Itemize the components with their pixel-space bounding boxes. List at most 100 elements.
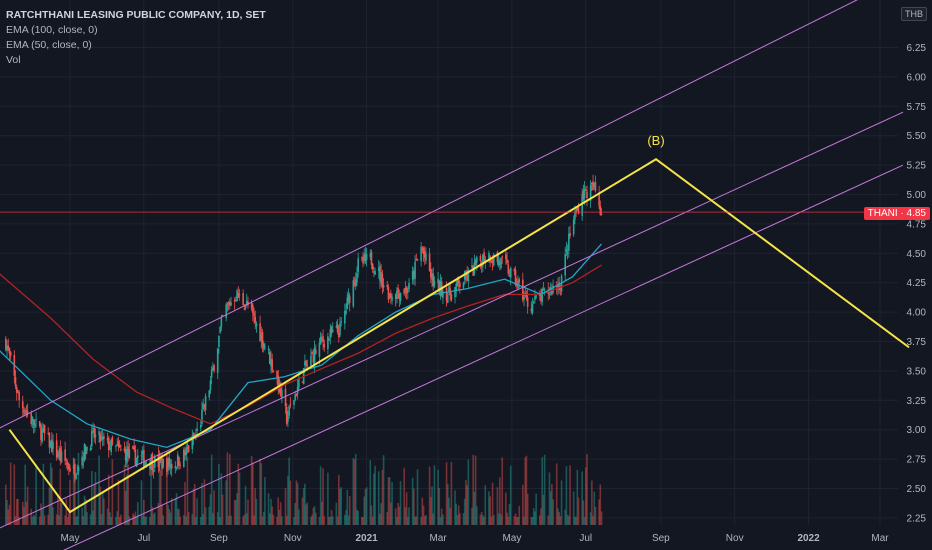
volume-bar xyxy=(440,508,443,525)
volume-bar xyxy=(238,472,241,525)
candle-body xyxy=(365,254,368,260)
volume-bar xyxy=(525,455,528,525)
volume-bar xyxy=(593,491,596,525)
candle-body xyxy=(81,456,83,466)
candle-body xyxy=(356,273,358,283)
y-tick-label: 2.75 xyxy=(907,455,927,466)
volume-bar xyxy=(508,504,511,525)
volume-bar xyxy=(160,469,162,525)
volume-bar xyxy=(345,510,347,525)
candle-body xyxy=(242,293,244,306)
volume-bar xyxy=(5,484,7,525)
candle-body xyxy=(386,285,389,288)
legend-volume[interactable]: Vol xyxy=(6,54,21,66)
volume-bar xyxy=(379,513,381,525)
volume-bar xyxy=(405,492,408,525)
volume-bar xyxy=(242,516,244,525)
volume-bar xyxy=(380,503,382,525)
candle-body xyxy=(369,253,372,257)
wave-line xyxy=(8,158,910,514)
currency-badge[interactable]: THB xyxy=(901,7,927,21)
volume-bar xyxy=(454,490,456,525)
candle-body xyxy=(428,253,431,271)
candle-body xyxy=(84,446,87,455)
legend-ema100[interactable]: EMA (100, close, 0) xyxy=(6,24,98,36)
candle-body xyxy=(322,336,324,343)
x-tick-label: 2021 xyxy=(356,533,379,544)
volume-bar xyxy=(236,493,238,525)
volume-bar xyxy=(531,516,534,525)
volume-bar xyxy=(548,472,551,525)
candle-body xyxy=(99,434,102,443)
volume-bar xyxy=(124,490,127,525)
volume-bar xyxy=(296,483,299,525)
volume-bar xyxy=(259,458,261,525)
volume-bar xyxy=(344,514,346,525)
volume-bar xyxy=(169,512,172,525)
candle-body xyxy=(414,261,416,280)
volume-bar xyxy=(354,454,357,525)
candle-body xyxy=(117,441,120,447)
volume-bar xyxy=(25,501,28,525)
candle-body xyxy=(254,316,257,323)
volume-bar xyxy=(196,498,198,525)
candle-body xyxy=(480,264,483,268)
candle-body xyxy=(591,182,593,185)
volume-bar xyxy=(394,508,397,525)
candle-body xyxy=(18,391,20,401)
legend-ema50[interactable]: EMA (50, close, 0) xyxy=(6,39,92,51)
candle-body xyxy=(174,465,177,469)
candle-body xyxy=(230,302,232,306)
volume-bar xyxy=(505,492,507,525)
volume-bar xyxy=(480,511,483,525)
volume-bar xyxy=(191,514,194,525)
volume-bar xyxy=(483,516,485,525)
volume-bar xyxy=(433,465,436,525)
candle-body xyxy=(32,419,35,426)
candle-body xyxy=(403,289,405,294)
candle-body xyxy=(337,332,340,338)
candle-body xyxy=(204,395,207,410)
volume-bar xyxy=(118,516,121,525)
volume-bar xyxy=(396,516,398,525)
candle-body xyxy=(42,427,45,433)
candle-body xyxy=(437,278,439,284)
volume-bar xyxy=(322,468,324,525)
volume-bar xyxy=(583,516,586,525)
volume-bar xyxy=(120,514,122,525)
x-tick-label: Mar xyxy=(871,533,889,544)
candle-body xyxy=(185,448,188,456)
candle-body xyxy=(415,259,418,261)
volume-bar xyxy=(272,514,275,525)
volume-bar xyxy=(428,466,431,525)
candle-body xyxy=(507,264,510,274)
volume-bar xyxy=(547,515,550,525)
y-tick-label: 3.25 xyxy=(907,396,927,407)
candle-body xyxy=(253,312,255,317)
volume-bar xyxy=(60,503,63,525)
volume-bar xyxy=(501,457,504,525)
candle-body xyxy=(589,185,592,201)
candle-body xyxy=(565,249,568,252)
volume-bar xyxy=(523,516,525,525)
candle-body xyxy=(432,273,435,287)
candle-body xyxy=(152,469,155,473)
volume-bar xyxy=(456,514,459,525)
candle-body xyxy=(196,428,198,431)
candle-body xyxy=(170,463,173,469)
channel-mid-line xyxy=(0,111,904,529)
candle-body xyxy=(423,251,426,259)
candle-body xyxy=(505,254,507,260)
volume-bar xyxy=(210,454,213,525)
candle-body xyxy=(60,451,63,463)
volume-bar xyxy=(353,459,356,525)
volume-bar xyxy=(391,482,393,525)
volume-bar xyxy=(161,504,163,525)
candle-body xyxy=(387,287,390,300)
volume-bar xyxy=(371,516,374,525)
volume-bar xyxy=(204,507,207,525)
candle-body xyxy=(100,436,103,440)
candle-body xyxy=(264,346,266,348)
candle-body xyxy=(455,283,458,291)
